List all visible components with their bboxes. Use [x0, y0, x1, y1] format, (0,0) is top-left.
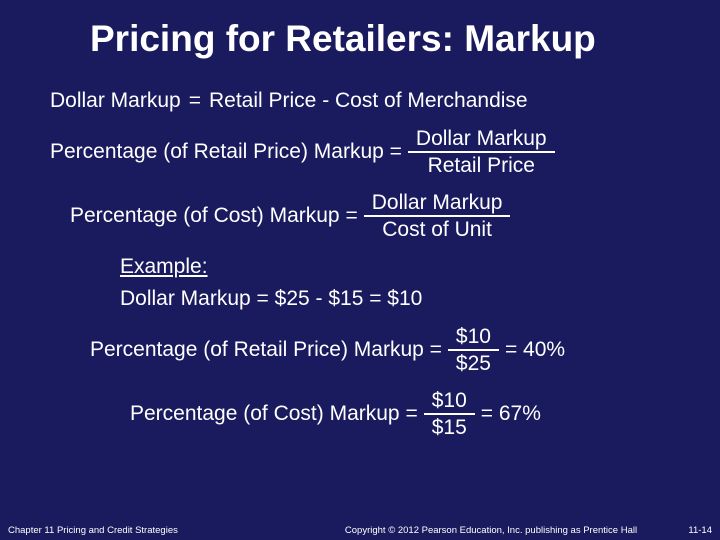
f2-fraction: Dollar Markup Retail Price: [408, 127, 555, 177]
f1-lhs: Dollar Markup: [50, 89, 181, 113]
slide-title: Pricing for Retailers: Markup: [0, 0, 720, 79]
example-block: Example: Dollar Markup = $25 - $15 = $10…: [50, 255, 680, 439]
exr-lhs: Percentage (of Retail Price) Markup =: [90, 338, 442, 362]
f1-eq: =: [189, 89, 201, 113]
f2-den: Retail Price: [420, 153, 543, 177]
example-dollar-markup: Dollar Markup = $25 - $15 = $10: [120, 287, 680, 311]
formula-pct-cost: Percentage (of Cost) Markup = Dollar Mar…: [50, 191, 680, 241]
example-pct-cost: Percentage (of Cost) Markup = $10 $15 = …: [130, 389, 680, 439]
footer-chapter: Chapter 11 Pricing and Credit Strategies: [8, 525, 330, 536]
footer-page: 11-14: [652, 525, 712, 536]
exc-den: $15: [424, 415, 475, 439]
formula-dollar-markup: Dollar Markup = Retail Price - Cost of M…: [50, 89, 680, 113]
f3-lhs: Percentage (of Cost) Markup =: [70, 204, 358, 228]
f3-fraction: Dollar Markup Cost of Unit: [364, 191, 511, 241]
slide-footer: Chapter 11 Pricing and Credit Strategies…: [0, 525, 720, 536]
exc-result: = 67%: [481, 402, 541, 426]
example-label: Example:: [120, 255, 680, 279]
exr-fraction: $10 $25: [448, 325, 499, 375]
exr-den: $25: [448, 351, 499, 375]
f1-rhs: Retail Price - Cost of Merchandise: [209, 89, 528, 113]
example-pct-retail: Percentage (of Retail Price) Markup = $1…: [90, 325, 680, 375]
f3-den: Cost of Unit: [374, 217, 500, 241]
exr-num: $10: [448, 325, 499, 351]
f2-num: Dollar Markup: [408, 127, 555, 153]
ex-line1: Dollar Markup = $25 - $15 = $10: [120, 287, 422, 311]
formula-pct-retail: Percentage (of Retail Price) Markup = Do…: [50, 127, 680, 177]
slide-content: Dollar Markup = Retail Price - Cost of M…: [0, 79, 720, 440]
exc-fraction: $10 $15: [424, 389, 475, 439]
f3-num: Dollar Markup: [364, 191, 511, 217]
exc-lhs: Percentage (of Cost) Markup =: [130, 402, 418, 426]
f2-lhs: Percentage (of Retail Price) Markup =: [50, 140, 402, 164]
exr-result: = 40%: [505, 338, 565, 362]
footer-copyright: Copyright © 2012 Pearson Education, Inc.…: [330, 525, 652, 536]
exc-num: $10: [424, 389, 475, 415]
